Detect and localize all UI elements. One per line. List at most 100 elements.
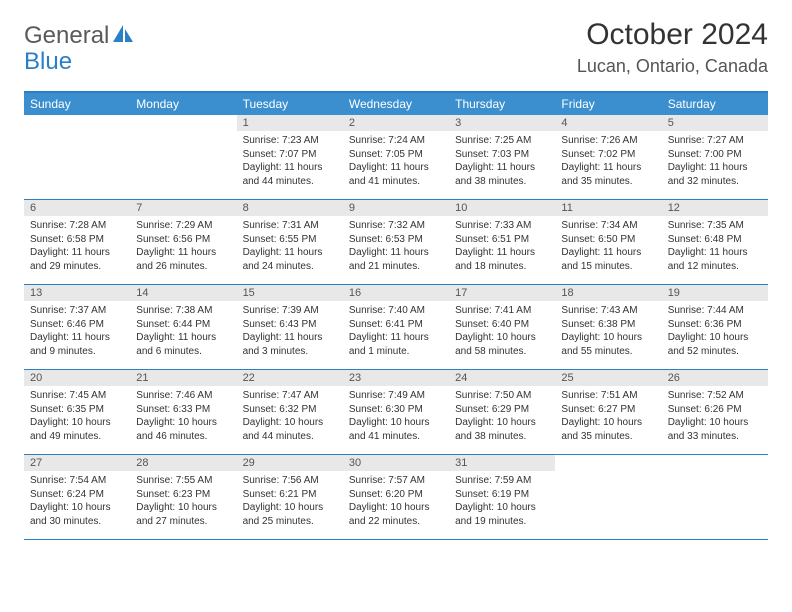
sunrise-text: Sunrise: 7:32 AM: [349, 219, 443, 233]
sunrise-text: Sunrise: 7:41 AM: [455, 304, 549, 318]
day-cell: 22Sunrise: 7:47 AMSunset: 6:32 PMDayligh…: [237, 370, 343, 454]
daylight-text: Daylight: 10 hours: [349, 501, 443, 515]
day-cell: 29Sunrise: 7:56 AMSunset: 6:21 PMDayligh…: [237, 455, 343, 539]
daylight-text: Daylight: 10 hours: [136, 416, 230, 430]
sunset-text: Sunset: 6:27 PM: [561, 403, 655, 417]
day-content: Sunrise: 7:59 AMSunset: 6:19 PMDaylight:…: [449, 471, 555, 534]
day-cell: 26Sunrise: 7:52 AMSunset: 6:26 PMDayligh…: [662, 370, 768, 454]
day-cell: 17Sunrise: 7:41 AMSunset: 6:40 PMDayligh…: [449, 285, 555, 369]
sunrise-text: Sunrise: 7:25 AM: [455, 134, 549, 148]
day-content: Sunrise: 7:24 AMSunset: 7:05 PMDaylight:…: [343, 131, 449, 194]
sunrise-text: Sunrise: 7:39 AM: [243, 304, 337, 318]
sunset-text: Sunset: 6:19 PM: [455, 488, 549, 502]
day-cell: 14Sunrise: 7:38 AMSunset: 6:44 PMDayligh…: [130, 285, 236, 369]
day-cell: 10Sunrise: 7:33 AMSunset: 6:51 PMDayligh…: [449, 200, 555, 284]
day-header-fri: Friday: [555, 93, 661, 115]
day-content: Sunrise: 7:52 AMSunset: 6:26 PMDaylight:…: [662, 386, 768, 449]
day-number: 5: [662, 115, 768, 131]
week-row: 20Sunrise: 7:45 AMSunset: 6:35 PMDayligh…: [24, 370, 768, 455]
daylight-text: and 29 minutes.: [30, 260, 124, 274]
day-number: 11: [555, 200, 661, 216]
sunrise-text: Sunrise: 7:55 AM: [136, 474, 230, 488]
day-content: Sunrise: 7:28 AMSunset: 6:58 PMDaylight:…: [24, 216, 130, 279]
sunset-text: Sunset: 7:05 PM: [349, 148, 443, 162]
sunset-text: Sunset: 6:36 PM: [668, 318, 762, 332]
daylight-text: Daylight: 10 hours: [243, 501, 337, 515]
sunrise-text: Sunrise: 7:23 AM: [243, 134, 337, 148]
sunrise-text: Sunrise: 7:49 AM: [349, 389, 443, 403]
day-number: 8: [237, 200, 343, 216]
day-cell: 30Sunrise: 7:57 AMSunset: 6:20 PMDayligh…: [343, 455, 449, 539]
day-number: 1: [237, 115, 343, 131]
day-content: Sunrise: 7:40 AMSunset: 6:41 PMDaylight:…: [343, 301, 449, 364]
sunset-text: Sunset: 6:20 PM: [349, 488, 443, 502]
day-content: Sunrise: 7:38 AMSunset: 6:44 PMDaylight:…: [130, 301, 236, 364]
day-cell: 31Sunrise: 7:59 AMSunset: 6:19 PMDayligh…: [449, 455, 555, 539]
day-number: 2: [343, 115, 449, 131]
sunset-text: Sunset: 7:02 PM: [561, 148, 655, 162]
sunset-text: Sunset: 6:38 PM: [561, 318, 655, 332]
day-cell: 25Sunrise: 7:51 AMSunset: 6:27 PMDayligh…: [555, 370, 661, 454]
sunset-text: Sunset: 7:07 PM: [243, 148, 337, 162]
sunrise-text: Sunrise: 7:34 AM: [561, 219, 655, 233]
sunset-text: Sunset: 6:56 PM: [136, 233, 230, 247]
sunset-text: Sunset: 6:58 PM: [30, 233, 124, 247]
daylight-text: Daylight: 11 hours: [243, 331, 337, 345]
daylight-text: and 35 minutes.: [561, 175, 655, 189]
day-content: Sunrise: 7:41 AMSunset: 6:40 PMDaylight:…: [449, 301, 555, 364]
title-block: October 2024 Lucan, Ontario, Canada: [577, 18, 768, 77]
daylight-text: Daylight: 11 hours: [30, 246, 124, 260]
daylight-text: and 21 minutes.: [349, 260, 443, 274]
day-cell: 13Sunrise: 7:37 AMSunset: 6:46 PMDayligh…: [24, 285, 130, 369]
sunrise-text: Sunrise: 7:35 AM: [668, 219, 762, 233]
daylight-text: Daylight: 10 hours: [668, 416, 762, 430]
day-content: Sunrise: 7:33 AMSunset: 6:51 PMDaylight:…: [449, 216, 555, 279]
daylight-text: and 35 minutes.: [561, 430, 655, 444]
empty-day-cell: [662, 455, 768, 539]
day-content: Sunrise: 7:47 AMSunset: 6:32 PMDaylight:…: [237, 386, 343, 449]
daylight-text: Daylight: 11 hours: [136, 246, 230, 260]
day-content: Sunrise: 7:32 AMSunset: 6:53 PMDaylight:…: [343, 216, 449, 279]
day-content: Sunrise: 7:45 AMSunset: 6:35 PMDaylight:…: [24, 386, 130, 449]
logo: General: [24, 22, 137, 50]
sunrise-text: Sunrise: 7:40 AM: [349, 304, 443, 318]
logo-text-1: General: [24, 22, 109, 50]
daylight-text: Daylight: 10 hours: [455, 416, 549, 430]
day-number: 14: [130, 285, 236, 301]
sunset-text: Sunset: 6:41 PM: [349, 318, 443, 332]
empty-day-cell: [555, 455, 661, 539]
daylight-text: Daylight: 11 hours: [668, 246, 762, 260]
daylight-text: and 33 minutes.: [668, 430, 762, 444]
day-cell: 19Sunrise: 7:44 AMSunset: 6:36 PMDayligh…: [662, 285, 768, 369]
sunset-text: Sunset: 6:53 PM: [349, 233, 443, 247]
sunrise-text: Sunrise: 7:38 AM: [136, 304, 230, 318]
daylight-text: and 12 minutes.: [668, 260, 762, 274]
sunset-text: Sunset: 6:50 PM: [561, 233, 655, 247]
day-content: Sunrise: 7:54 AMSunset: 6:24 PMDaylight:…: [24, 471, 130, 534]
sunset-text: Sunset: 6:29 PM: [455, 403, 549, 417]
sunrise-text: Sunrise: 7:44 AM: [668, 304, 762, 318]
daylight-text: and 25 minutes.: [243, 515, 337, 529]
daylight-text: and 38 minutes.: [455, 430, 549, 444]
logo-sail-icon: [113, 25, 135, 48]
sunset-text: Sunset: 6:48 PM: [668, 233, 762, 247]
daylight-text: Daylight: 11 hours: [243, 161, 337, 175]
month-title: October 2024: [577, 18, 768, 52]
day-cell: 23Sunrise: 7:49 AMSunset: 6:30 PMDayligh…: [343, 370, 449, 454]
daylight-text: and 41 minutes.: [349, 175, 443, 189]
day-cell: 11Sunrise: 7:34 AMSunset: 6:50 PMDayligh…: [555, 200, 661, 284]
day-cell: 27Sunrise: 7:54 AMSunset: 6:24 PMDayligh…: [24, 455, 130, 539]
daylight-text: Daylight: 11 hours: [455, 161, 549, 175]
day-header-wed: Wednesday: [343, 93, 449, 115]
daylight-text: and 55 minutes.: [561, 345, 655, 359]
day-cell: 6Sunrise: 7:28 AMSunset: 6:58 PMDaylight…: [24, 200, 130, 284]
daylight-text: and 52 minutes.: [668, 345, 762, 359]
sunset-text: Sunset: 6:43 PM: [243, 318, 337, 332]
daylight-text: Daylight: 11 hours: [349, 331, 443, 345]
day-cell: 24Sunrise: 7:50 AMSunset: 6:29 PMDayligh…: [449, 370, 555, 454]
day-content: Sunrise: 7:50 AMSunset: 6:29 PMDaylight:…: [449, 386, 555, 449]
day-number: 23: [343, 370, 449, 386]
daylight-text: and 6 minutes.: [136, 345, 230, 359]
sunset-text: Sunset: 6:23 PM: [136, 488, 230, 502]
day-number: 17: [449, 285, 555, 301]
